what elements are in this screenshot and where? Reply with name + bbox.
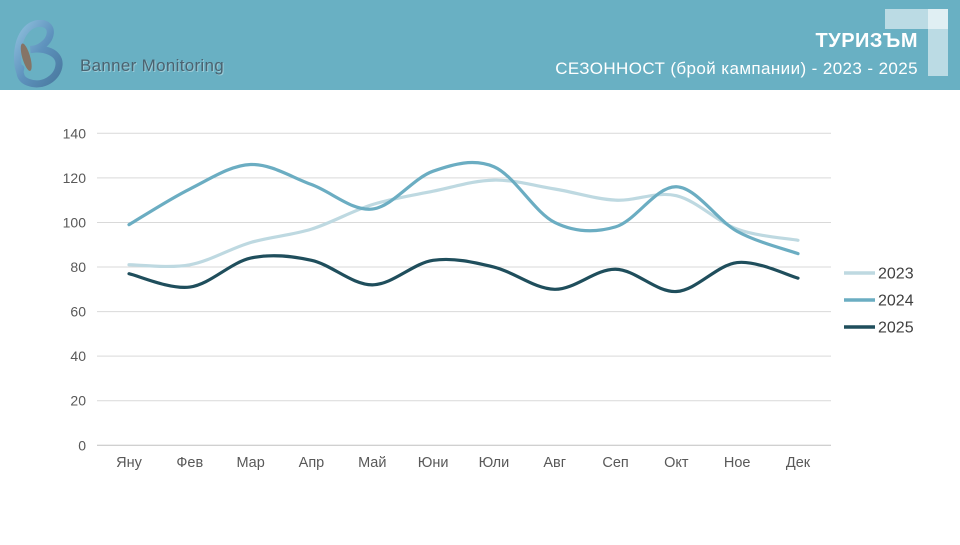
chart-line-2023	[127, 178, 800, 269]
logo-b-stroke	[14, 20, 63, 88]
x-tick-label: Фев	[176, 455, 203, 471]
chart-line-2024	[127, 160, 800, 256]
seasonality-line-chart: 0 20 40 60 80 100 120 140 Яну Фев Мар Апр Май Юни Юли А…	[63, 125, 914, 471]
page-subtitle: СЕЗОННОСТ (брой кампании) - 2023 - 2025	[555, 59, 918, 78]
chart-area: 0 20 40 60 80 100 120 140 Яну Фев Мар Апр Май Юни Юли А…	[0, 90, 960, 540]
x-tick-label: Яну	[116, 455, 142, 471]
x-tick-label: Юли	[479, 455, 510, 471]
legend-label-2025: 2025	[878, 320, 914, 337]
y-tick-label: 80	[70, 259, 86, 275]
x-tick-label: Ное	[724, 455, 751, 471]
x-tick-label: Окт	[664, 455, 689, 471]
header-titles: ТУРИЗЪМ СЕЗОННОСТ (брой кампании) - 2023…	[555, 30, 918, 79]
x-tick-label: Дек	[786, 455, 811, 471]
y-tick-label: 0	[78, 437, 86, 453]
x-tick-label: Юни	[418, 455, 449, 471]
x-tick-label: Апр	[299, 455, 325, 471]
y-tick-label: 100	[63, 214, 87, 230]
x-tick-label: Сеп	[602, 455, 628, 471]
header-banner: Banner Monitoring ТУРИЗЪМ СЕЗОННОСТ (бро…	[0, 0, 960, 90]
y-tick-label: 120	[63, 170, 87, 186]
logo-text: Banner Monitoring	[80, 56, 225, 75]
chart-line-2025	[127, 254, 800, 294]
logo-pen-stroke	[20, 43, 32, 71]
banner-monitoring-logo-icon	[14, 20, 63, 88]
x-tick-label: Май	[358, 455, 386, 471]
legend-label-2023: 2023	[878, 266, 914, 283]
legend-label-2024: 2024	[878, 293, 914, 310]
x-tick-label: Мар	[236, 455, 264, 471]
y-tick-label: 60	[70, 304, 86, 320]
page-title: ТУРИЗЪМ	[815, 30, 918, 52]
y-tick-label: 140	[63, 125, 87, 141]
corner-decoration-vertical	[928, 9, 948, 76]
y-tick-label: 40	[70, 348, 86, 364]
y-tick-label: 20	[70, 393, 86, 409]
x-tick-label: Авг	[543, 455, 566, 471]
